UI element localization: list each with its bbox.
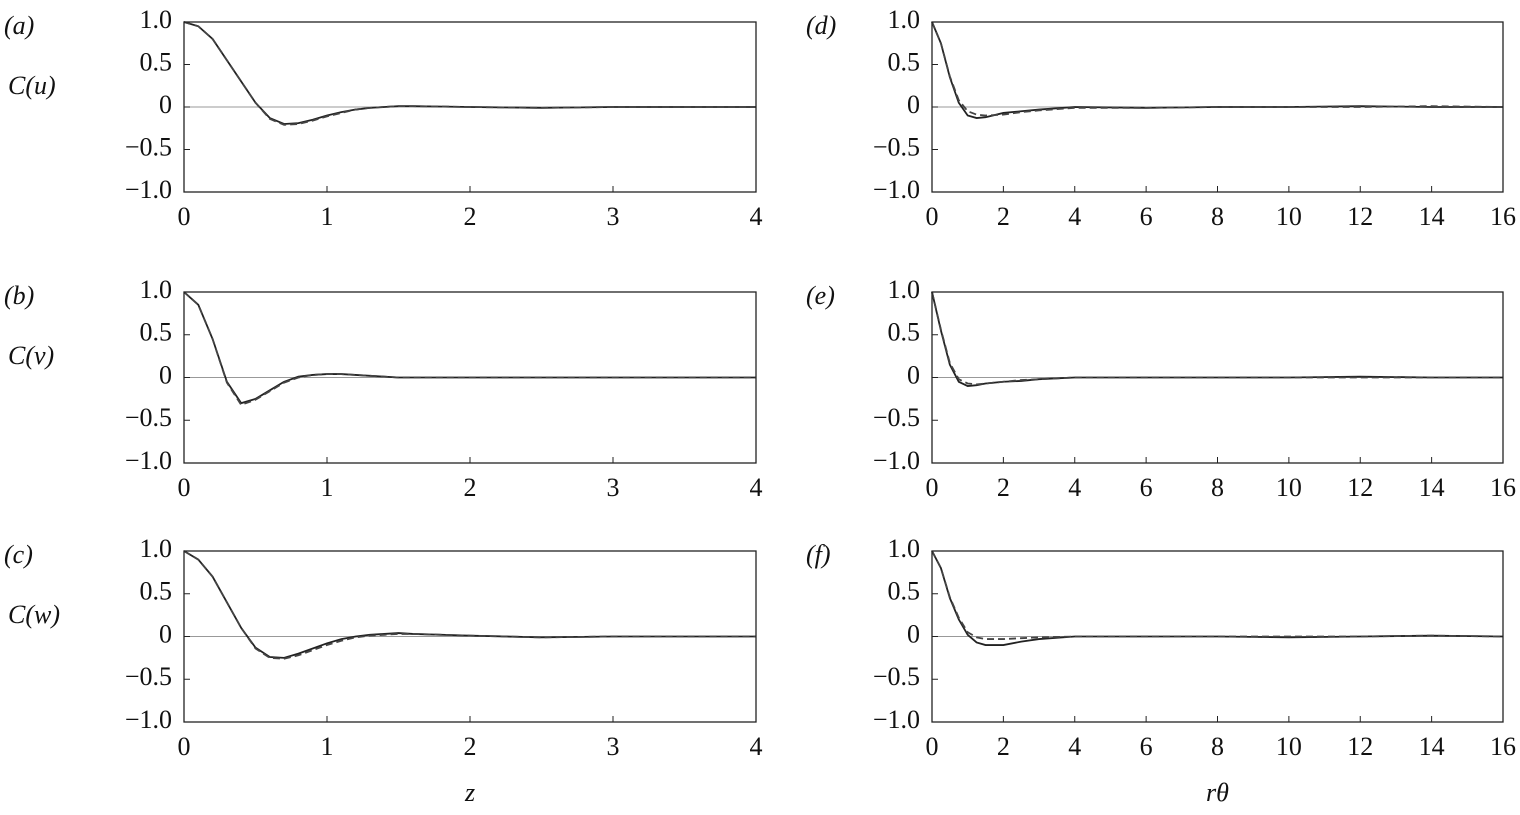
- x-tick-label: 8: [1211, 473, 1224, 502]
- series-line: [931, 291, 1503, 387]
- series-line: [183, 550, 756, 660]
- x-tick-label: 1: [321, 202, 334, 231]
- x-tick-label: 0: [926, 732, 939, 761]
- series-line: [931, 21, 1503, 119]
- y-tick-label: 1.0: [888, 534, 921, 563]
- x-tick-label: 4: [1068, 202, 1081, 231]
- y-tick-label: 0: [907, 360, 920, 389]
- y-tick-label: 0: [159, 360, 172, 389]
- x-tick-label: 4: [750, 732, 763, 761]
- y-tick-label: 0.5: [140, 47, 173, 76]
- y-tick-label: −1.0: [125, 705, 172, 734]
- x-tick-label: 2: [464, 202, 477, 231]
- y-tick-label: −1.0: [873, 446, 920, 475]
- y-tick-label: 0: [907, 619, 920, 648]
- y-tick-label: −0.5: [873, 662, 920, 691]
- x-tick-label: 0: [926, 202, 939, 231]
- y-tick-label: 1.0: [140, 275, 173, 304]
- y-tick-label: −0.5: [873, 132, 920, 161]
- series-line: [931, 550, 1504, 640]
- x-tick-label: 4: [750, 473, 763, 502]
- y-tick-label: 0.5: [888, 47, 921, 76]
- x-tick-label: 3: [607, 202, 620, 231]
- y-tick-label: 0.5: [888, 577, 921, 606]
- x-tick-label: 4: [1068, 732, 1081, 761]
- panel-label: (d): [806, 11, 836, 40]
- x-tick-label: 6: [1140, 473, 1153, 502]
- x-tick-label: 14: [1419, 202, 1445, 231]
- x-tick-label: 3: [607, 473, 620, 502]
- panel-label: (b): [4, 281, 34, 310]
- x-tick-label: 3: [607, 732, 620, 761]
- x-axis-label: z: [464, 778, 475, 807]
- x-tick-label: 12: [1347, 473, 1373, 502]
- x-tick-label: 8: [1211, 202, 1224, 231]
- y-tick-label: −0.5: [125, 132, 172, 161]
- x-tick-label: 14: [1419, 732, 1445, 761]
- y-axis-label: C(w): [8, 600, 60, 629]
- y-tick-label: −0.5: [125, 403, 172, 432]
- series-line: [931, 550, 1504, 646]
- x-tick-label: 6: [1140, 202, 1153, 231]
- x-tick-label: 2: [997, 732, 1010, 761]
- panel-label: (c): [4, 540, 33, 569]
- y-tick-label: −1.0: [125, 175, 172, 204]
- y-tick-label: −0.5: [873, 403, 920, 432]
- x-tick-label: 4: [1068, 473, 1081, 502]
- panel-label: (a): [4, 11, 34, 40]
- x-tick-label: 0: [178, 473, 191, 502]
- y-tick-label: 1.0: [140, 5, 173, 34]
- y-axis-label: C(v): [8, 341, 54, 370]
- x-tick-label: 2: [464, 732, 477, 761]
- series-line: [183, 550, 756, 659]
- series-line: [931, 291, 1503, 386]
- series-line: [183, 21, 756, 125]
- x-tick-label: 1: [321, 732, 334, 761]
- panel-label: (e): [806, 281, 835, 310]
- x-tick-label: 1: [321, 473, 334, 502]
- y-tick-label: 0: [907, 90, 920, 119]
- x-tick-label: 16: [1490, 732, 1516, 761]
- y-tick-label: 0: [159, 90, 172, 119]
- y-tick-label: −1.0: [873, 175, 920, 204]
- x-tick-label: 0: [926, 473, 939, 502]
- y-axis-label: C(u): [8, 71, 56, 100]
- x-tick-label: 6: [1140, 732, 1153, 761]
- x-tick-label: 16: [1490, 473, 1516, 502]
- x-tick-label: 0: [178, 202, 191, 231]
- series-line: [183, 21, 756, 126]
- y-tick-label: −0.5: [125, 662, 172, 691]
- y-tick-label: 1.0: [140, 534, 173, 563]
- x-tick-label: 12: [1347, 732, 1373, 761]
- panel-label: (f): [806, 540, 831, 569]
- series-line: [183, 291, 756, 406]
- x-tick-label: 14: [1419, 473, 1445, 502]
- x-tick-label: 10: [1276, 473, 1302, 502]
- y-tick-label: 0.5: [140, 318, 173, 347]
- x-tick-label: 2: [464, 473, 477, 502]
- series-line: [183, 291, 756, 405]
- x-tick-label: 2: [997, 473, 1010, 502]
- series-line: [931, 21, 1504, 117]
- y-tick-label: −1.0: [873, 705, 920, 734]
- y-tick-label: 1.0: [888, 5, 921, 34]
- x-tick-label: 0: [178, 732, 191, 761]
- x-tick-label: 4: [750, 202, 763, 231]
- x-tick-label: 16: [1490, 202, 1516, 231]
- y-tick-label: −1.0: [125, 446, 172, 475]
- y-tick-label: 0: [159, 619, 172, 648]
- x-tick-label: 10: [1276, 732, 1302, 761]
- x-tick-label: 8: [1211, 732, 1224, 761]
- x-tick-label: 12: [1347, 202, 1373, 231]
- x-tick-label: 10: [1276, 202, 1302, 231]
- y-tick-label: 0.5: [888, 318, 921, 347]
- x-tick-label: 2: [997, 202, 1010, 231]
- y-tick-label: 1.0: [888, 275, 921, 304]
- x-axis-label: rθ: [1206, 778, 1229, 807]
- y-tick-label: 0.5: [140, 577, 173, 606]
